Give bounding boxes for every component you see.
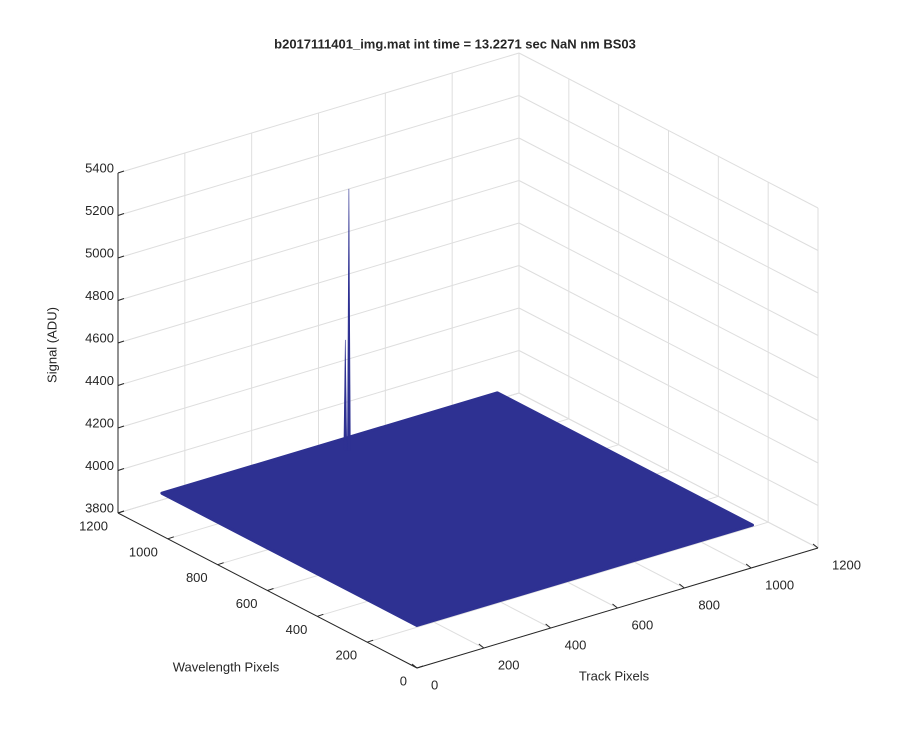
- grid-line: [518, 137, 819, 294]
- z-tick: [117, 170, 125, 174]
- z-tick-label: 5200: [85, 203, 114, 218]
- x-tick-label: 1200: [832, 557, 861, 572]
- y-tick: [367, 639, 374, 643]
- y-tick: [167, 536, 174, 540]
- z-tick: [117, 425, 125, 429]
- grid-line: [117, 180, 520, 301]
- grid-line: [117, 350, 520, 471]
- x-tick-label: 800: [698, 597, 720, 612]
- grid-line: [518, 180, 819, 336]
- z-tick: [117, 298, 125, 301]
- x-tick: [679, 583, 685, 589]
- z-tick-label: 4200: [85, 415, 114, 430]
- z-tick-label: 4600: [85, 330, 114, 345]
- spike: [343, 339, 348, 451]
- grid-line: [518, 392, 819, 549]
- x-tick: [612, 603, 618, 609]
- chart-title: b2017111401_img.mat int time = 13.2271 s…: [274, 36, 636, 51]
- y-tick-label: 1000: [129, 544, 158, 559]
- y-axis-label: Wavelength Pixels: [173, 659, 280, 674]
- y-tick: [317, 613, 324, 617]
- z-tick-label: 4000: [85, 458, 114, 473]
- z-axis-label: Signal (ADU): [44, 307, 59, 383]
- grid-line: [117, 307, 520, 429]
- grid-line: [117, 137, 520, 259]
- grid-line: [117, 222, 520, 344]
- x-tick-label: 1000: [765, 577, 794, 592]
- y-tick-label: 200: [335, 648, 357, 663]
- x-tick-label: 400: [565, 637, 587, 652]
- grid-line: [367, 521, 769, 643]
- z-tick-label: 4400: [85, 373, 114, 388]
- grid-line: [117, 52, 520, 174]
- grid-line: [117, 95, 520, 216]
- x-tick: [745, 563, 752, 569]
- grid-line: [518, 350, 819, 506]
- grid-line: [117, 265, 520, 386]
- y-tick-label: 600: [236, 596, 258, 611]
- z-tick: [117, 255, 125, 259]
- grid-line: [518, 307, 819, 464]
- y-tick-label: 0: [400, 673, 407, 688]
- x-tick: [411, 663, 418, 669]
- z-tick-label: 3800: [85, 500, 114, 515]
- x-tick: [812, 543, 819, 549]
- x-tick-label: 0: [431, 677, 438, 692]
- x-tick-label: 600: [632, 617, 654, 632]
- y-tick: [217, 562, 224, 566]
- grid-line: [518, 95, 819, 251]
- z-tick: [117, 340, 125, 344]
- y-tick: [416, 665, 424, 669]
- z-tick-label: 5400: [85, 160, 114, 175]
- x-tick: [545, 623, 551, 629]
- spike: [347, 188, 351, 451]
- grid-line: [518, 52, 819, 209]
- z-tick: [117, 510, 125, 514]
- grid-line: [518, 265, 819, 421]
- x-tick-label: 200: [498, 657, 520, 672]
- z-tick-label: 5000: [85, 245, 114, 260]
- y-tick-label: 1200: [79, 518, 108, 533]
- y-tick: [267, 588, 274, 591]
- y-tick-label: 800: [186, 570, 208, 585]
- z-tick: [117, 468, 125, 471]
- x-tick: [478, 643, 485, 649]
- grid-line: [518, 222, 819, 379]
- z-tick-label: 4800: [85, 288, 114, 303]
- z-tick: [117, 383, 125, 386]
- surface: [160, 391, 755, 627]
- x-axis-label: Track Pixels: [579, 668, 650, 683]
- z-tick: [117, 213, 125, 216]
- y-tick-label: 400: [286, 622, 308, 637]
